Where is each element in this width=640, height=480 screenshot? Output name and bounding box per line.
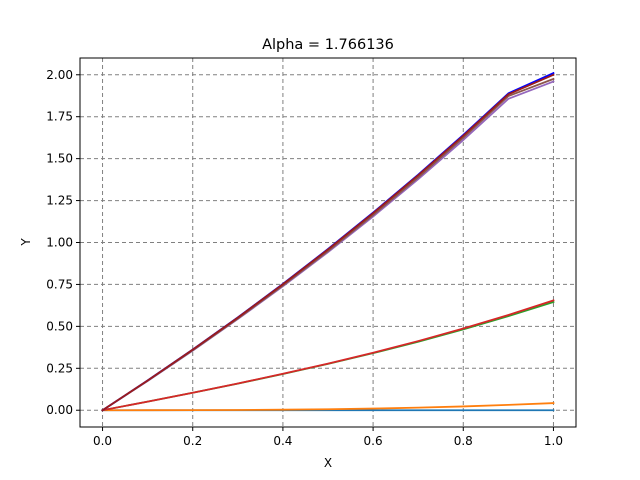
x-tick-label: 0.4 bbox=[273, 434, 292, 448]
x-tick-label: 0.6 bbox=[364, 434, 383, 448]
series-lines bbox=[101, 71, 555, 412]
series-line-8 bbox=[101, 73, 555, 412]
y-tick-label: 1.00 bbox=[46, 236, 73, 250]
chart-title: Alpha = 1.766136 bbox=[262, 37, 394, 53]
x-tick-label: 0.0 bbox=[93, 434, 112, 448]
y-tick-label: 0.75 bbox=[46, 277, 73, 291]
y-tick-label: 0.25 bbox=[46, 361, 73, 375]
axis-ticks: 0.0 0.2 0.4 0.6 0.8 1.0 0.00 0.25 0.50 0.75 1.00 1.… bbox=[46, 68, 563, 448]
series-line-4 bbox=[101, 299, 555, 412]
x-tick-label: 1.0 bbox=[544, 434, 563, 448]
x-tick-label: 0.8 bbox=[454, 434, 473, 448]
y-tick-label: 1.75 bbox=[46, 110, 73, 124]
y-tick-label: 2.00 bbox=[46, 68, 73, 82]
y-tick-label: 0.50 bbox=[46, 319, 73, 333]
y-tick-label: 1.50 bbox=[46, 152, 73, 166]
y-tick-label: 0.00 bbox=[46, 403, 73, 417]
y-axis-label: Y bbox=[19, 238, 33, 247]
x-axis-label: X bbox=[324, 456, 332, 470]
y-tick-label: 1.25 bbox=[46, 194, 73, 208]
series-line-2 bbox=[101, 402, 555, 412]
x-tick-label: 0.2 bbox=[183, 434, 202, 448]
